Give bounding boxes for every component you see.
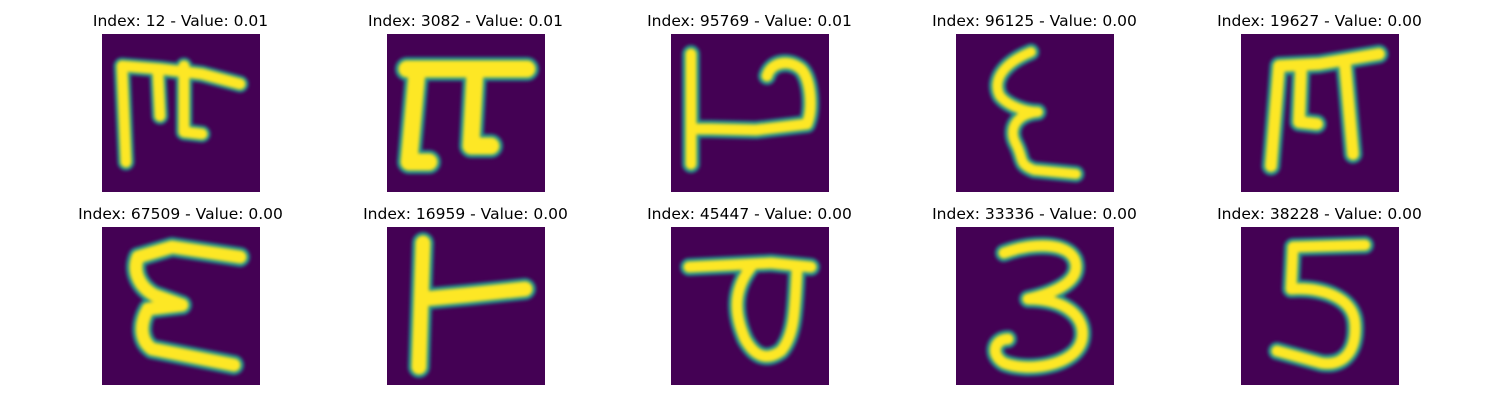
panel-title: Index: 16959 - Value: 0.00 (363, 205, 568, 223)
panel-title: Index: 45447 - Value: 0.00 (647, 205, 852, 223)
glyph-10-icon (1268, 236, 1374, 373)
glyph-2-icon (395, 57, 539, 174)
panel-title: Index: 38228 - Value: 0.00 (1217, 205, 1422, 223)
image-panel (671, 227, 829, 385)
glyph-3-icon (682, 45, 820, 173)
glyph-8-icon (680, 254, 820, 366)
glyph-6-icon (126, 237, 250, 375)
image-panel (387, 34, 545, 192)
panel-title: Index: 67509 - Value: 0.00 (78, 205, 283, 223)
image-panel (1241, 34, 1399, 192)
image-panel (102, 227, 260, 385)
panel-title: Index: 19627 - Value: 0.00 (1217, 12, 1422, 30)
image-panel (671, 34, 829, 192)
panel-title: Index: 12 - Value: 0.01 (92, 12, 269, 30)
glyph-4-icon (988, 43, 1085, 183)
panel-title: Index: 96125 - Value: 0.00 (932, 12, 1137, 30)
image-panel (387, 227, 545, 385)
glyph-5-icon (1261, 44, 1389, 176)
glyph-9-icon (986, 236, 1092, 377)
image-panel (1241, 227, 1399, 385)
image-panel (956, 34, 1114, 192)
glyph-1-icon (113, 57, 249, 171)
image-panel (102, 34, 260, 192)
panel-title: Index: 3082 - Value: 0.01 (368, 12, 563, 30)
panel-title: Index: 33336 - Value: 0.00 (932, 205, 1137, 223)
glyph-7-icon (408, 232, 536, 378)
image-panel (956, 227, 1114, 385)
panel-title: Index: 95769 - Value: 0.01 (647, 12, 852, 30)
